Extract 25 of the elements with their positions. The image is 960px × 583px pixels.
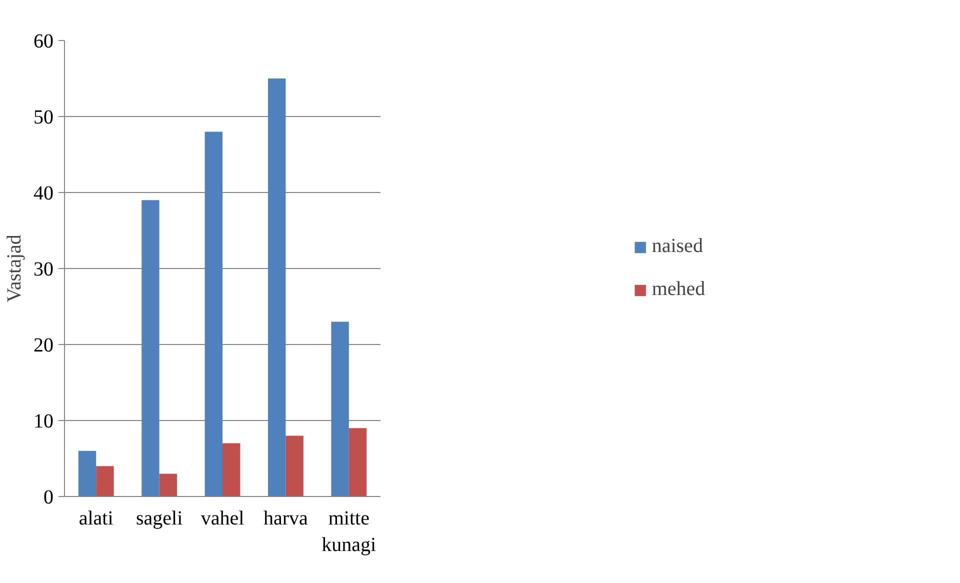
y-axis-title: Vastajad xyxy=(4,234,26,302)
legend-label: mehed xyxy=(652,278,706,301)
y-tick-label: 20 xyxy=(34,334,54,356)
bar xyxy=(286,436,304,496)
bar xyxy=(96,466,114,496)
x-tick-label: vahel xyxy=(200,508,245,530)
bar xyxy=(78,450,96,496)
bar xyxy=(331,322,349,496)
bar xyxy=(222,443,240,496)
bar xyxy=(159,474,177,496)
y-tick-label: 0 xyxy=(44,486,54,508)
x-tick-label: mitte kunagi xyxy=(322,508,377,556)
y-tick-label: 30 xyxy=(34,258,54,280)
x-tick-label: harva xyxy=(263,508,308,530)
bar xyxy=(348,428,367,496)
y-tick-label: 50 xyxy=(34,106,54,128)
y-tick-label: 60 xyxy=(34,30,54,52)
x-tick-label: sageli xyxy=(136,508,184,530)
legend-label: naised xyxy=(652,235,703,258)
x-tick-label: alati xyxy=(78,508,114,530)
bar xyxy=(142,200,160,496)
y-tick-label: 40 xyxy=(34,182,54,204)
bar xyxy=(268,78,286,496)
y-tick-label: 10 xyxy=(34,410,54,432)
bar xyxy=(204,132,222,496)
